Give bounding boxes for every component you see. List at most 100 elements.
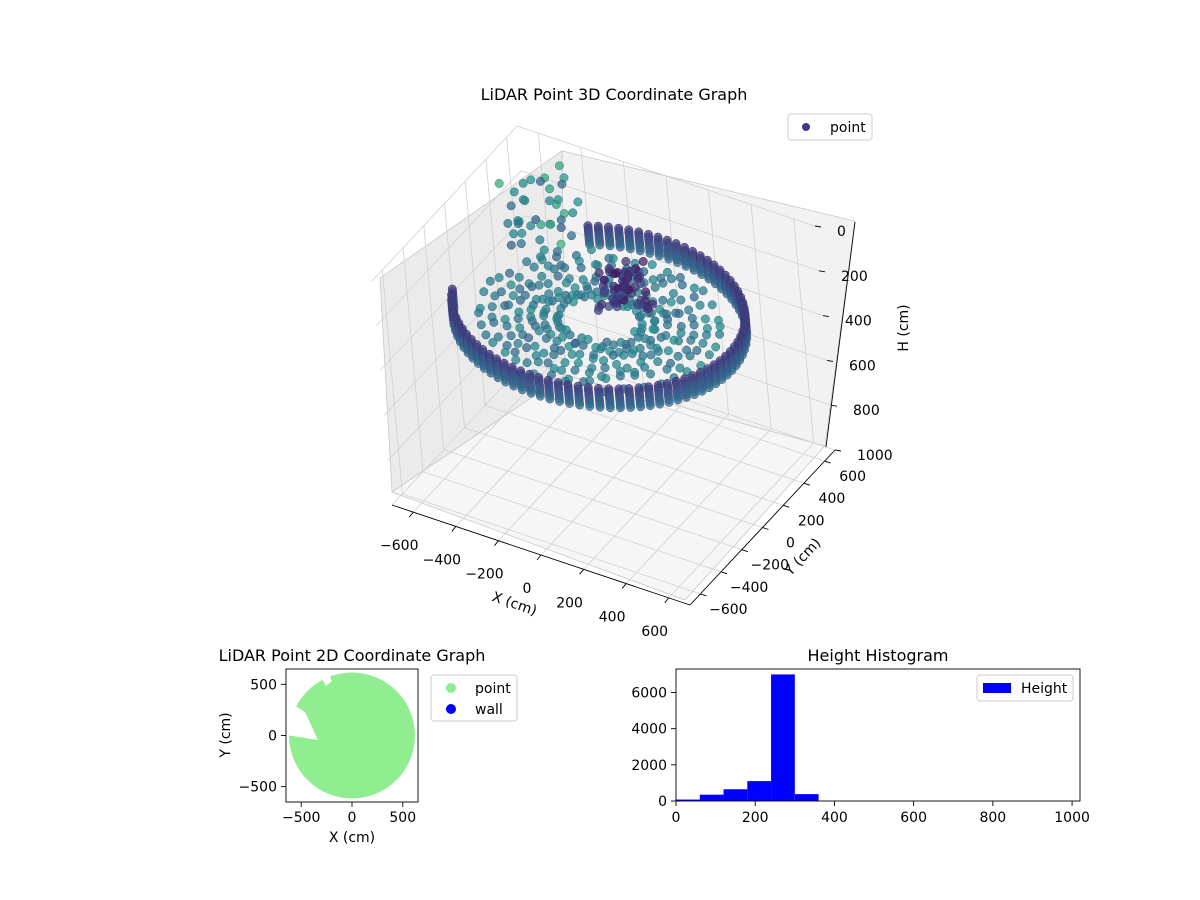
lidar-point xyxy=(666,274,676,284)
lidar-point xyxy=(605,241,615,251)
lidar-point xyxy=(526,388,536,398)
lidar-point xyxy=(511,355,521,365)
lidar-point xyxy=(666,297,676,307)
lidar-point xyxy=(633,274,643,283)
lidar-point xyxy=(546,219,556,229)
frame-histogram xyxy=(675,668,1081,802)
lidar-point xyxy=(626,402,636,412)
lidar-point xyxy=(488,338,498,347)
grid-line-left xyxy=(506,137,528,362)
lidar-point xyxy=(633,300,643,310)
lidar-point xyxy=(572,290,582,300)
lidar-point xyxy=(616,403,625,413)
x-tick-label-3d: −400 xyxy=(423,552,461,568)
histogram-bars xyxy=(676,674,819,801)
lidar-point xyxy=(685,351,695,361)
legend-label-wall-2d: wall xyxy=(475,702,503,718)
lidar-point xyxy=(500,301,510,311)
lidar-point xyxy=(518,178,528,188)
lidar-point xyxy=(615,371,625,381)
plot-3d: LiDAR Point 3D Coordinate Graph −600 −600… xyxy=(371,85,912,640)
lidar-point xyxy=(588,354,598,363)
lidar-point xyxy=(576,263,586,273)
lidar-point xyxy=(514,272,524,282)
legend-marker-point-3d xyxy=(802,123,810,131)
lidar-point xyxy=(506,331,516,341)
z-tick-label-3d: 600 xyxy=(849,358,876,374)
lidar-point xyxy=(640,334,650,344)
lidar-point xyxy=(640,362,650,372)
lidar-point xyxy=(536,220,546,230)
lidar-point xyxy=(535,235,545,245)
legend-marker-point-2d xyxy=(446,683,456,693)
lidar-point xyxy=(553,195,563,205)
lidar-point xyxy=(556,239,566,249)
title-2d: LiDAR Point 2D Coordinate Graph xyxy=(219,646,486,665)
histogram-bar xyxy=(699,794,724,801)
lidar-point xyxy=(541,333,551,343)
y-tick-label-2d: −500 xyxy=(239,780,277,796)
lidar-point xyxy=(689,283,699,293)
x-tick xyxy=(621,583,627,589)
lidar-point xyxy=(655,399,665,409)
x-tick-label-hist: 0 xyxy=(672,810,681,826)
y-tick-label-hist: 4000 xyxy=(631,722,667,738)
lidar-point xyxy=(517,385,527,395)
lidar-point xyxy=(664,254,674,264)
lidar-point xyxy=(638,257,648,266)
x-tick xyxy=(451,526,457,532)
lidar-point xyxy=(681,392,691,402)
grid-line-left xyxy=(381,269,403,494)
lidar-point xyxy=(526,221,536,231)
lidar-point xyxy=(673,395,683,405)
y-tick-label-3d: 400 xyxy=(819,491,846,507)
lidar-point xyxy=(612,302,622,312)
lidar-point xyxy=(549,264,559,274)
lidar-point xyxy=(645,248,655,258)
grid-line-left xyxy=(423,225,445,450)
lidar-point xyxy=(494,179,504,188)
lidar-point xyxy=(650,282,660,292)
x-tick-label-3d: 200 xyxy=(556,595,583,611)
z-tick xyxy=(834,449,842,452)
x-tick xyxy=(664,597,670,604)
lidar-point xyxy=(505,268,514,278)
lidar-point xyxy=(594,268,604,278)
lidar-point xyxy=(539,311,549,321)
lidar-point xyxy=(627,349,637,359)
lidar-point xyxy=(575,349,585,359)
grid-line-left xyxy=(402,247,424,472)
lidar-point xyxy=(662,267,672,277)
lidar-point xyxy=(636,402,646,412)
x-tick-label-3d: 400 xyxy=(599,610,626,626)
lidar-point xyxy=(698,338,708,348)
y-tick xyxy=(762,527,769,530)
lidar-point xyxy=(611,269,620,279)
lidar-point xyxy=(645,401,655,411)
lidar-point xyxy=(663,320,672,330)
lidar-point xyxy=(578,340,588,350)
x-tick-label-3d: −200 xyxy=(465,567,503,583)
lidar-point xyxy=(715,321,725,331)
gap-region xyxy=(286,700,318,740)
lidar-point xyxy=(647,260,657,270)
lidar-point xyxy=(565,330,575,340)
ticks-3d: −600−600−400−400−200−2000020020040040060… xyxy=(380,224,893,640)
lidar-point xyxy=(490,291,500,301)
y-tick xyxy=(741,549,748,553)
pane-floor xyxy=(391,374,826,601)
grid-line-h-left xyxy=(375,170,522,327)
lidar-point xyxy=(689,292,699,302)
lidar-point xyxy=(527,282,537,292)
lidar-point xyxy=(535,391,545,401)
point-disc xyxy=(289,672,415,799)
legend-label-point-2d: point xyxy=(475,681,511,697)
lidar-point xyxy=(635,246,645,256)
legend-2d: point wall xyxy=(430,674,518,722)
y-tick-label-3d: −200 xyxy=(751,558,789,574)
lidar-point xyxy=(590,276,600,286)
y-tick xyxy=(720,571,728,575)
lidar-point xyxy=(481,330,491,340)
ticks-2d: −500 0 500 500 0 −500 xyxy=(239,677,417,826)
lidar-point xyxy=(664,397,674,407)
